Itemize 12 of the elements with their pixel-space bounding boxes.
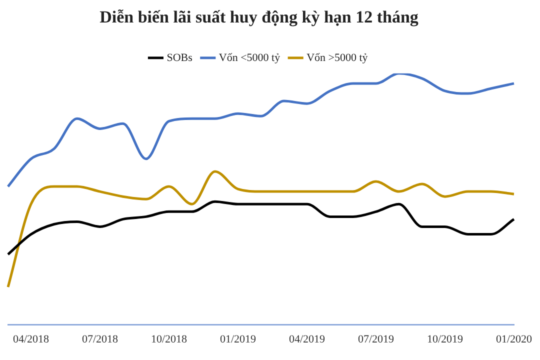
x-tick-label: 10/2019 (426, 333, 464, 346)
x-tick-label: 04/2018 (12, 333, 50, 346)
legend-label: Vốn <5000 tỷ (218, 52, 281, 64)
x-tick-label: 04/2019 (288, 333, 326, 346)
legend-label: SOBs (166, 52, 192, 64)
x-tick-label: 07/2018 (82, 333, 119, 346)
legend-label: Vốn >5000 tỷ (306, 52, 368, 64)
chart-title: Diễn biến lãi suất huy động kỳ hạn 12 tháng (100, 8, 419, 27)
x-tick-label: 07/2019 (358, 333, 395, 346)
x-tick-label: 01/2019 (220, 333, 257, 346)
x-tick-label: 01/2020 (496, 333, 532, 346)
x-tick-label: 10/2018 (150, 333, 188, 346)
